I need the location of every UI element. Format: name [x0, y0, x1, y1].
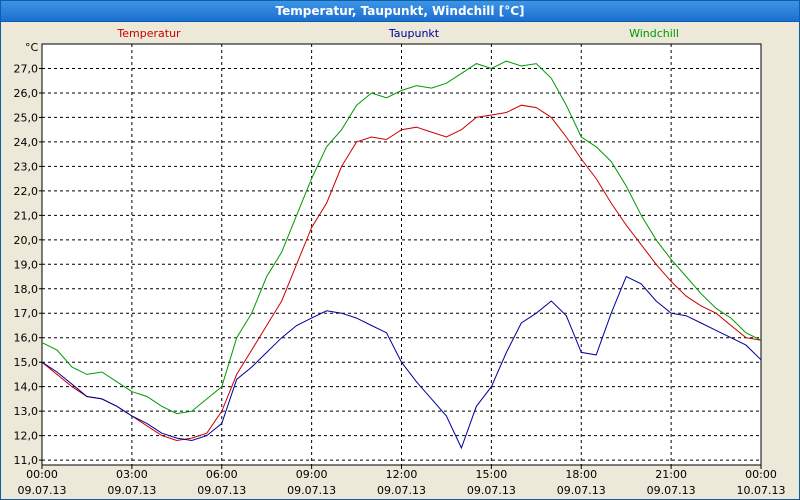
series-line-temperatur [41, 104, 762, 442]
x-tick-time: 21:00 [655, 468, 687, 481]
x-tick-time: 15:00 [476, 468, 508, 481]
x-tick-time: 03:00 [116, 468, 148, 481]
x-tick-time: 18:00 [565, 468, 597, 481]
x-tick-time: 09:00 [296, 468, 328, 481]
y-tick-label: 23,0 [14, 160, 39, 173]
x-tick-date: 09.07.13 [647, 484, 696, 497]
x-tick-time: 12:00 [386, 468, 418, 481]
y-tick-label: 18,0 [14, 283, 39, 296]
grid-lines [42, 44, 761, 465]
y-tick-label: 27,0 [14, 62, 39, 75]
y-tick-label: 17,0 [14, 307, 39, 320]
legend-entry: Taupunkt [388, 27, 440, 40]
y-axis-ticks: 11,0 12,0 13,0 14,0 15,0 16,0 17,0 18,0 19,0 20,0… [14, 62, 42, 467]
y-tick-label: 12,0 [14, 430, 39, 443]
y-tick-label: 26,0 [14, 87, 39, 100]
x-tick-date: 09.07.13 [467, 484, 516, 497]
y-tick-label: 11,0 [14, 454, 39, 467]
series-line-windchill [41, 60, 762, 415]
legend: Temperatur Taupunkt Windchill [116, 27, 679, 40]
x-tick-date: 09.07.13 [377, 484, 426, 497]
series-lines [41, 60, 762, 450]
y-tick-label: 15,0 [14, 356, 39, 369]
window-title: Temperatur, Taupunkt, Windchill [°C] [1, 1, 799, 22]
x-tick-date: 09.07.13 [18, 484, 67, 497]
legend-entry: Windchill [629, 27, 679, 40]
y-axis-unit: °C [25, 41, 39, 54]
y-tick-label: 25,0 [14, 111, 39, 124]
x-tick-date: 09.07.13 [107, 484, 156, 497]
y-tick-label: 22,0 [14, 185, 39, 198]
line-chart: 11,0 12,0 13,0 14,0 15,0 16,0 17,0 18,0 19,0 20,0… [14, 27, 786, 497]
x-tick-date: 09.07.13 [287, 484, 336, 497]
x-axis-ticks: 00:00 09.07.13 03:00 09.07.13 06:00 09.07.13 0… [18, 465, 786, 497]
y-tick-label: 21,0 [14, 209, 39, 222]
y-tick-label: 20,0 [14, 234, 39, 247]
x-tick-time: 06:00 [206, 468, 238, 481]
y-tick-label: 13,0 [14, 405, 39, 418]
y-tick-label: 14,0 [14, 381, 39, 394]
x-tick-date: 09.07.13 [197, 484, 246, 497]
legend-entry: Temperatur [116, 27, 181, 40]
y-tick-label: 16,0 [14, 332, 39, 345]
x-tick-time: 00:00 [26, 468, 58, 481]
y-tick-label: 19,0 [14, 258, 39, 271]
x-tick-date: 09.07.13 [557, 484, 606, 497]
series-line-taupunkt [41, 275, 762, 450]
x-tick-time: 00:00 [745, 468, 777, 481]
y-tick-label: 24,0 [14, 136, 39, 149]
x-tick-date: 10.07.13 [737, 484, 786, 497]
